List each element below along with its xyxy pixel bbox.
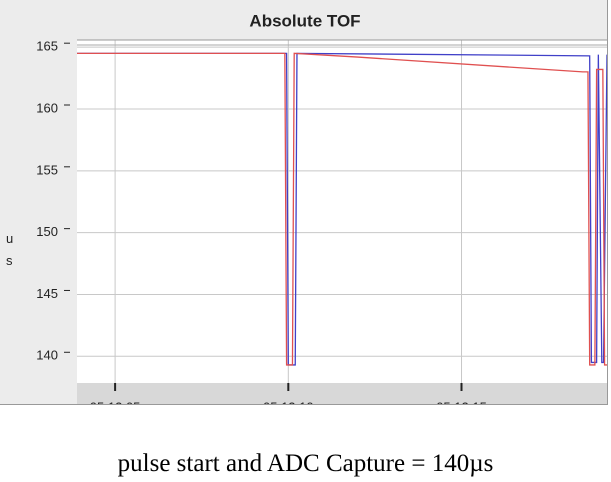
y-tick-label: 155 [36,162,58,177]
y-tick-label: 160 [36,100,58,115]
data-line [77,52,607,366]
y-axis-label: us [6,231,14,268]
y-tick-label: 140 [36,348,58,363]
y-tick-label: 150 [36,224,58,239]
chart-panel: Absolute TOF 140 145 150 155 160 165 05:12:05 0… [0,0,608,405]
x-tick-label: 05:12:15 [436,399,487,405]
data-line [77,52,607,366]
caption: pulse start and ADC Capture = 140µs [117,450,494,477]
x-axis-band [77,383,607,404]
y-tick-label: 165 [36,39,58,54]
x-tick-label: 05:12:05 [90,399,141,405]
chart-title: Absolute TOF [249,11,360,30]
x-tick-label: 05:12:10 [263,399,314,405]
chart: Absolute TOF 140 145 150 155 160 165 05:12:05 0… [36,11,607,405]
plot-area [77,40,607,383]
y-tick-label: 145 [36,286,58,301]
